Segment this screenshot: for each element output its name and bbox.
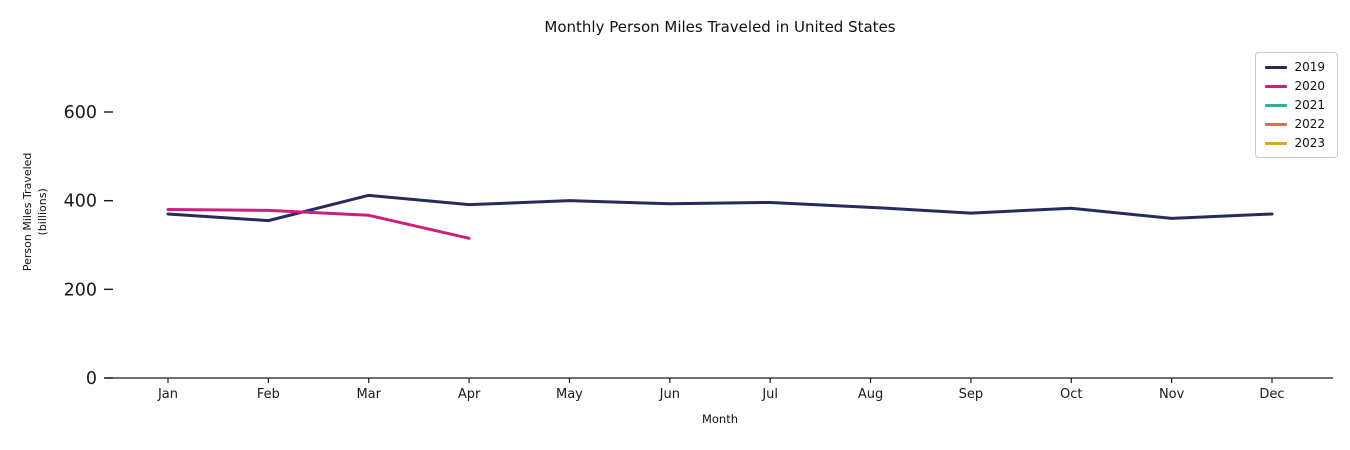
legend-label: 2023 (1294, 136, 1325, 150)
legend-item-2019: 2019 (1265, 60, 1325, 74)
y-tick-label: 400 (64, 192, 97, 212)
legend-label: 2019 (1294, 60, 1325, 74)
legend-label: 2020 (1294, 79, 1325, 93)
x-tick-label: Aug (858, 387, 883, 402)
chart-title: Monthly Person Miles Traveled in United … (544, 18, 896, 36)
x-tick-label: Sep (959, 387, 984, 402)
legend-swatch-2020 (1265, 84, 1288, 88)
y-tick-label: 0 (86, 369, 97, 389)
x-axis-label: Month (701, 412, 739, 426)
legend-item-2022: 2022 (1265, 117, 1325, 131)
legend-swatch-2021 (1265, 103, 1288, 107)
legend-swatch-2023 (1265, 141, 1288, 145)
legend-swatch-2022 (1265, 122, 1288, 126)
legend: 2019 2020 2021 2022 2023 (1255, 52, 1338, 158)
series-line-2019 (166, 193, 1274, 223)
x-tick-label: Oct (1060, 387, 1082, 402)
x-tick-label: Nov (1159, 387, 1185, 402)
series-line-2020 (166, 208, 471, 240)
legend-label: 2021 (1294, 98, 1325, 112)
y-tick-label: 200 (64, 280, 97, 300)
x-tick-label: Jul (761, 387, 778, 402)
x-tick-label: Apr (458, 387, 481, 402)
y-tick-label: 600 (64, 103, 97, 123)
legend-swatch-2019 (1265, 65, 1288, 69)
x-tick-label: Feb (257, 387, 280, 402)
x-tick-label: Jan (157, 387, 178, 402)
x-tick-label: Jun (659, 387, 680, 402)
legend-item-2021: 2021 (1265, 98, 1325, 112)
x-tick-label: May (556, 387, 583, 402)
legend-label: 2022 (1294, 117, 1325, 131)
legend-item-2020: 2020 (1265, 79, 1325, 93)
x-tick-label: Mar (356, 387, 381, 402)
x-tick-label: Dec (1259, 387, 1284, 402)
legend-item-2023: 2023 (1265, 136, 1325, 150)
